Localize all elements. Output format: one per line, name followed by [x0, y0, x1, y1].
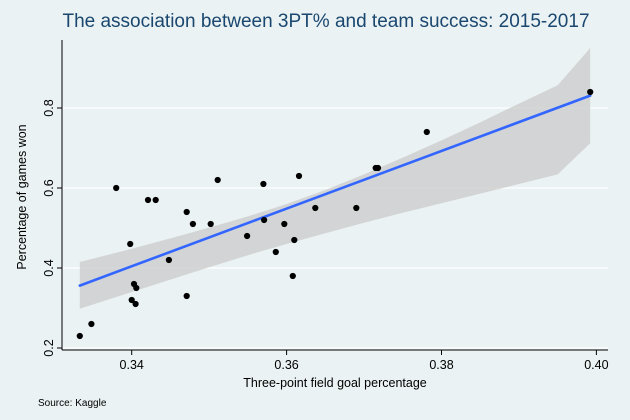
x-tick-label-3: 0.40 [584, 358, 608, 372]
data-point-9 [152, 196, 159, 204]
data-point-11 [183, 208, 190, 216]
y-tick-label-3: 0.8 [42, 99, 56, 116]
confidence-band [79, 48, 591, 309]
data-point-1 [88, 320, 95, 328]
x-tick-label-1: 0.36 [274, 358, 298, 372]
data-point-29 [587, 88, 594, 96]
confidence-band-layer [79, 48, 591, 309]
axes: 0.34 0.36 0.38 0.40 0.2 0.4 0.6 0.8 [42, 40, 609, 372]
data-point-20 [281, 220, 288, 228]
x-tick-label-2: 0.38 [429, 358, 453, 372]
x-tick-label-0: 0.34 [120, 358, 144, 372]
data-point-24 [312, 204, 319, 212]
data-point-0 [76, 332, 83, 340]
data-point-17 [260, 180, 267, 188]
data-point-23 [295, 172, 303, 180]
fit-line [78, 94, 592, 287]
data-point-3 [127, 240, 134, 248]
y-axis-label: Percentage of games won [15, 124, 29, 269]
data-point-13 [189, 220, 196, 228]
x-axis-label: Three-point field goal percentage [243, 376, 427, 390]
y-tick-label-0: 0.2 [42, 339, 56, 356]
data-point-28 [423, 128, 430, 136]
y-tick-label-2: 0.6 [42, 179, 56, 196]
data-point-19 [272, 248, 279, 256]
y-tick-label-1: 0.4 [42, 259, 56, 276]
data-point-6 [132, 300, 139, 308]
data-point-2 [113, 184, 120, 192]
data-point-8 [144, 196, 152, 204]
data-point-12 [183, 292, 190, 300]
data-point-21 [289, 272, 296, 280]
points-layer [76, 88, 594, 340]
data-point-27 [374, 164, 382, 172]
data-point-4 [128, 296, 135, 304]
data-point-16 [244, 232, 251, 240]
data-point-15 [214, 176, 221, 184]
data-point-22 [291, 236, 298, 244]
source-note: Source: Kaggle [38, 398, 107, 409]
data-point-10 [165, 256, 172, 264]
data-point-25 [353, 204, 360, 212]
fit-line-layer [78, 94, 592, 287]
data-point-14 [207, 220, 214, 228]
chart-title: The association between 3PT% and team su… [62, 11, 589, 32]
data-point-7 [133, 284, 140, 292]
data-point-18 [261, 216, 268, 224]
